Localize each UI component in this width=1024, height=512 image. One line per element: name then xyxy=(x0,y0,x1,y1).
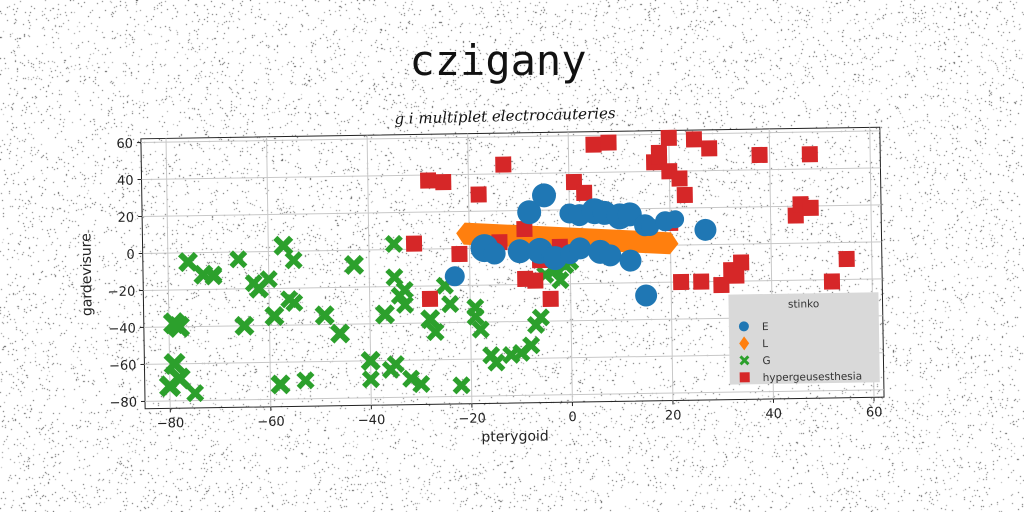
point-hypergeusesthesia xyxy=(686,131,702,147)
point-hypergeusesthesia xyxy=(435,174,451,190)
point-hypergeusesthesia xyxy=(677,187,693,203)
y-tick-label: 0 xyxy=(126,248,135,263)
point-hypergeusesthesia xyxy=(495,156,511,172)
point-hypergeusesthesia xyxy=(802,146,818,162)
point-hypergeusesthesia xyxy=(600,134,616,150)
point-hypergeusesthesia xyxy=(585,137,601,153)
point-g xyxy=(270,374,290,394)
point-g xyxy=(273,236,293,256)
plot-area: −80 −60 −40 −20 0 20 40 60 −80 −60 −40 −20 0 20 40 60 p… xyxy=(77,125,885,452)
point-hypergeusesthesia xyxy=(839,251,855,267)
legend-title: stinko xyxy=(788,298,819,310)
y-axis-label: gardevisure xyxy=(78,233,95,316)
point-hypergeusesthesia xyxy=(751,147,767,163)
point-g xyxy=(330,323,350,343)
x-tick-label: 20 xyxy=(665,408,682,423)
point-e xyxy=(635,284,657,306)
point-g xyxy=(452,376,470,394)
point-hypergeusesthesia xyxy=(451,246,467,262)
y-tick-label: −80 xyxy=(109,396,137,411)
point-g xyxy=(186,384,204,402)
x-axis-label: pterygoid xyxy=(481,428,549,445)
point-hypergeusesthesia xyxy=(671,170,687,186)
x-tick-label: −80 xyxy=(157,416,185,431)
point-hypergeusesthesia xyxy=(693,274,709,290)
legend-label-hypergeusesthesia: hypergeusesthesia xyxy=(763,371,863,385)
point-hypergeusesthesia xyxy=(576,185,592,201)
point-hypergeusesthesia xyxy=(420,172,436,188)
point-g xyxy=(441,295,459,313)
legend-label-g: G xyxy=(762,355,770,367)
axis-ticks: −80 −60 −40 −20 0 20 40 60 −80 −60 −40 −20 0 20 40 60 xyxy=(105,125,882,432)
legend-label-e: E xyxy=(762,321,769,333)
point-hypergeusesthesia xyxy=(422,291,438,307)
point-hypergeusesthesia xyxy=(471,186,487,202)
point-hypergeusesthesia xyxy=(661,130,677,146)
x-tick-label: −40 xyxy=(358,413,386,428)
point-g xyxy=(387,355,405,373)
point-g xyxy=(315,305,335,325)
y-tick-label: −40 xyxy=(108,322,136,337)
point-hypergeusesthesia xyxy=(543,291,559,307)
point-g xyxy=(229,250,247,268)
y-tick-label: 60 xyxy=(116,137,133,152)
x-tick-label: −20 xyxy=(458,411,486,426)
x-tick-label: 60 xyxy=(866,405,883,420)
legend-marker-hypergeusesthesia xyxy=(740,372,750,382)
legend-label-l: L xyxy=(762,338,768,350)
point-hypergeusesthesia xyxy=(651,148,667,164)
point-hypergeusesthesia xyxy=(713,277,729,293)
point-e xyxy=(694,219,716,241)
point-g xyxy=(264,306,284,326)
point-hypergeusesthesia xyxy=(701,140,717,156)
point-hypergeusesthesia xyxy=(517,271,533,287)
x-tick-label: 40 xyxy=(765,407,782,422)
x-tick-label: −60 xyxy=(257,415,285,430)
point-g xyxy=(532,308,550,326)
point-hypergeusesthesia xyxy=(406,236,422,252)
point-hypergeusesthesia xyxy=(803,200,819,216)
y-tick-label: −60 xyxy=(109,359,137,374)
y-tick-label: −20 xyxy=(108,285,136,300)
point-g xyxy=(284,251,302,269)
point-g xyxy=(344,255,364,275)
chart-subtitle: g i multiplet electrocauteries xyxy=(394,104,616,128)
point-g xyxy=(375,304,395,324)
page-title: czigany xyxy=(409,36,586,85)
y-tick-label: 40 xyxy=(117,174,134,189)
point-g xyxy=(487,353,505,371)
x-tick-label: 0 xyxy=(568,410,577,425)
point-g xyxy=(385,235,403,253)
point-hypergeusesthesia xyxy=(824,273,840,289)
point-hypergeusesthesia xyxy=(673,274,689,290)
point-g xyxy=(296,371,314,389)
point-g xyxy=(522,336,540,354)
y-tick-label: 20 xyxy=(117,211,134,226)
point-hypergeusesthesia xyxy=(728,267,744,283)
